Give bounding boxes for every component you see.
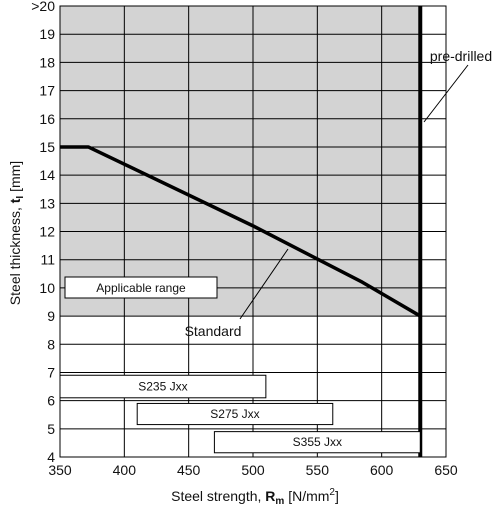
steel-grade-box [213,431,421,454]
standard-label: Standard [185,323,242,339]
y-tick-label: 14 [39,167,55,183]
x-tick-label: 600 [370,462,394,478]
y-tick-label: >20 [31,0,55,14]
x-tick-label: 450 [177,462,201,478]
y-tick-label: 18 [39,54,55,70]
y-tick-label: 4 [47,449,55,465]
x-tick-label: 650 [434,462,458,478]
steel-grade-label: S275 Jxx [210,407,259,421]
y-tick-label: 15 [39,139,55,155]
x-tick-label: 350 [48,462,72,478]
y-tick-label: 6 [47,393,55,409]
x-tick-label: 400 [113,462,137,478]
x-tick-label: 500 [241,462,265,478]
y-tick-label: 19 [39,26,55,42]
applicable-range-label: Applicable range [96,281,186,295]
y-tick-label: 12 [39,224,55,240]
x-tick-label: 550 [306,462,330,478]
plot-frame [59,5,447,458]
x-axis-title: Steel strength, Rm [N/mm2] [171,487,339,507]
steel-grade-box [136,402,334,426]
pre-drilled-label: pre-drilled [430,48,492,64]
standard-leader-line [239,248,289,320]
steel-grade-label: S355 Jxx [293,435,342,449]
y-tick-label: 9 [47,308,55,324]
y-tick-label: 16 [39,111,55,127]
y-tick-label: 7 [47,364,55,380]
y-axis-title: Steel thickness, tI [mm] [7,161,26,305]
y-tick-label: 13 [39,195,55,211]
y-tick-label: 11 [40,252,55,268]
y-tick-label: 10 [39,280,55,296]
y-tick-label: 17 [39,83,55,99]
steel-grade-label: S235 Jxx [138,380,187,394]
y-tick-label: 5 [47,421,55,437]
applicable-range-box [64,276,218,299]
y-tick-label: 8 [47,336,55,352]
